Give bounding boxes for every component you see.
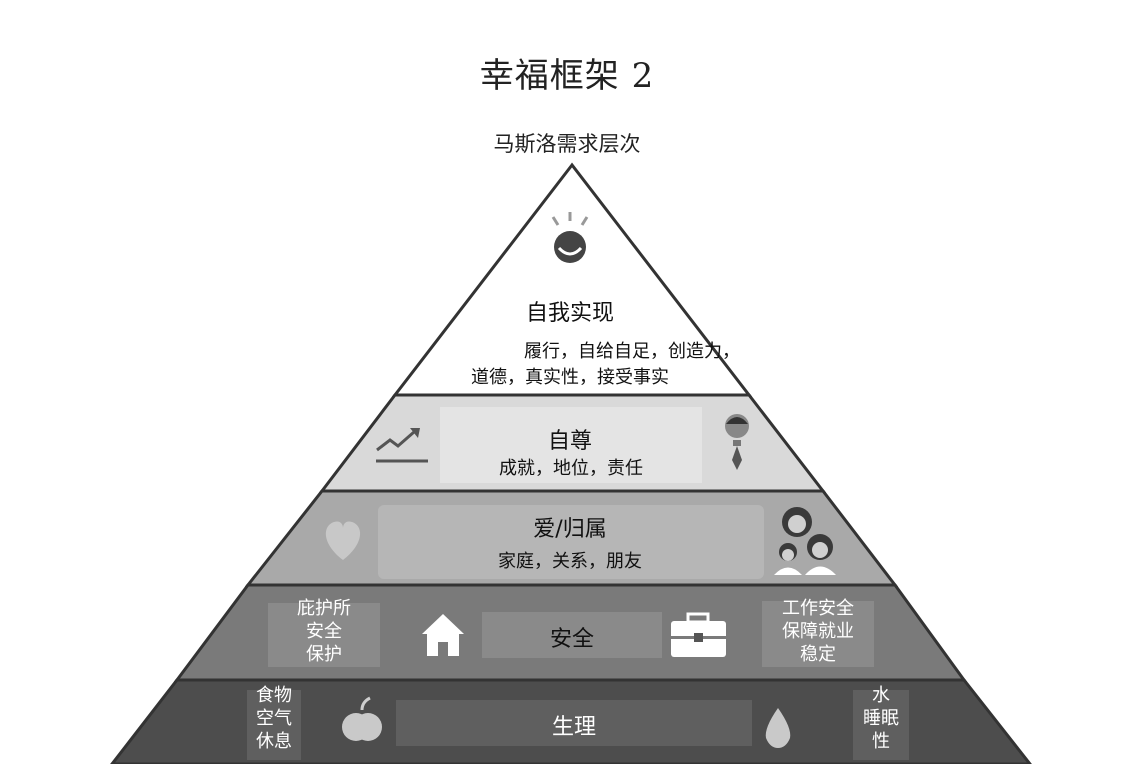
safety-left-line: 保护 <box>306 644 342 665</box>
safety-left-panel <box>268 603 380 667</box>
apple-icon <box>342 696 382 741</box>
physio-left-text: 食物 空气 休息 <box>244 684 304 753</box>
page-title: 幸福框架 2 <box>479 56 655 96</box>
self-actualization-title: 自我实现 <box>525 301 614 326</box>
esteem-label-panel <box>440 407 702 483</box>
safety-right-line: 保障就业 <box>782 621 854 642</box>
diagram-subtitle: 马斯洛需求层次 <box>493 132 641 156</box>
trend-up-icon <box>376 428 428 463</box>
family-icon <box>774 507 836 575</box>
physio-right-line: 睡眠 <box>863 708 899 729</box>
safety-title: 安全 <box>549 627 594 652</box>
safety-left-line: 庇护所 <box>297 598 351 619</box>
briefcase-icon <box>671 612 726 657</box>
love-label-panel <box>378 505 764 579</box>
physio-left-line: 食物 <box>256 685 292 706</box>
physio-right-panel <box>853 690 909 760</box>
physio-label-panel <box>396 700 752 746</box>
physiological-title: 生理 <box>551 715 596 740</box>
safety-right-line: 工作安全 <box>782 598 854 619</box>
sun-smile-icon <box>551 212 589 263</box>
businessman-icon <box>725 414 749 470</box>
heart-icon <box>325 521 361 560</box>
esteem-title: 自尊 <box>547 429 592 454</box>
safety-label-panel <box>482 612 662 658</box>
physio-left-panel <box>247 690 301 760</box>
physio-left-line: 休息 <box>256 731 292 752</box>
physio-right-line: 性 <box>872 731 890 752</box>
love-title: 爱/归属 <box>533 517 607 542</box>
safety-right-text: 工作安全 保障就业 稳定 <box>758 597 878 666</box>
safety-left-text: 庇护所 安全 保护 <box>268 597 380 666</box>
physio-right-text: 水 睡眠 性 <box>851 684 911 753</box>
house-icon <box>422 614 464 656</box>
physio-left-line: 空气 <box>256 708 292 729</box>
water-drop-icon <box>765 708 791 748</box>
safety-right-line: 稳定 <box>800 644 836 665</box>
safety-right-panel <box>762 601 874 667</box>
self-actualization-desc-line2: 道德，真实性，接受事实 <box>471 367 669 388</box>
physio-right-line: 水 <box>872 685 890 706</box>
self-actualization-desc-line1: 履行，自给自足，创造力， <box>524 341 740 362</box>
esteem-desc: 成就，地位，责任 <box>499 458 643 479</box>
love-desc: 家庭，关系，朋友 <box>498 551 642 572</box>
safety-left-line: 安全 <box>306 621 342 642</box>
